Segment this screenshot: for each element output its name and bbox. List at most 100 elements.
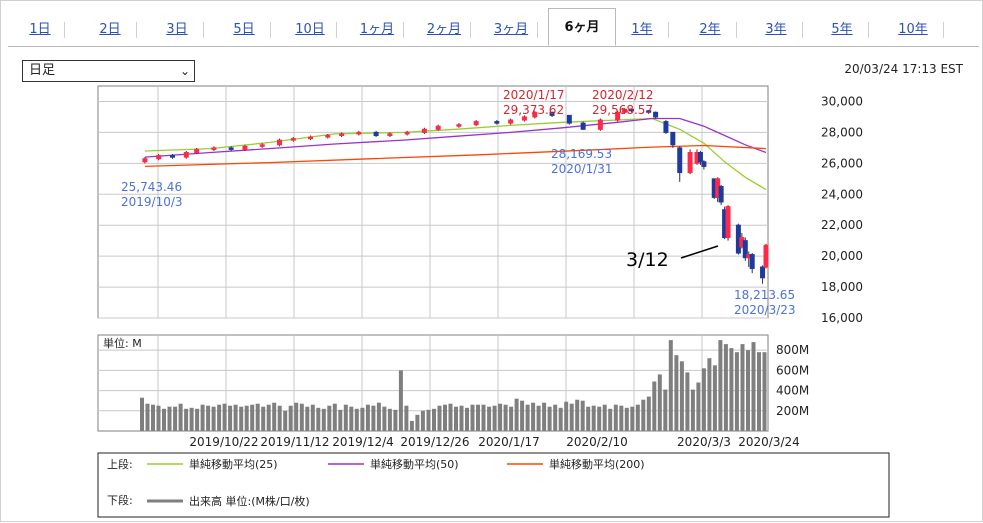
candle-body bbox=[339, 133, 345, 136]
volume-bar bbox=[140, 397, 144, 431]
volume-bar bbox=[178, 403, 183, 431]
volume-bar bbox=[591, 405, 596, 431]
volume-bar bbox=[690, 389, 695, 431]
volume-bar bbox=[707, 358, 712, 431]
candle-body bbox=[308, 136, 314, 140]
tab-2[interactable]: 2日 bbox=[84, 16, 137, 44]
volume-bar bbox=[646, 396, 651, 431]
tab-10[interactable]: 1年 bbox=[616, 16, 669, 44]
candle-body bbox=[739, 237, 745, 248]
tab-7[interactable]: 2ヶ月 bbox=[418, 16, 471, 44]
volume-bar bbox=[189, 407, 194, 431]
volume-bar bbox=[393, 409, 398, 431]
volume-bar bbox=[332, 403, 337, 431]
volume-bar bbox=[575, 399, 580, 431]
volume-bar bbox=[266, 404, 271, 431]
candle-body bbox=[622, 108, 628, 113]
volume-bar bbox=[746, 350, 750, 431]
period-select[interactable]: 日足 ⌄ bbox=[22, 60, 195, 82]
annotation-low-1-date: 2020/1/31 bbox=[551, 162, 613, 176]
volume-bar bbox=[327, 405, 332, 431]
tab-5[interactable]: 10日 bbox=[284, 16, 337, 44]
price-tick-label: 24,000 bbox=[821, 187, 863, 201]
volume-bar bbox=[420, 410, 425, 431]
volume-bar bbox=[762, 352, 767, 431]
volume-bar bbox=[432, 408, 436, 431]
candle-body bbox=[494, 121, 500, 124]
price-plot-area bbox=[97, 85, 769, 319]
candle-body bbox=[701, 161, 707, 167]
candle-body bbox=[456, 124, 462, 127]
volume-bar bbox=[613, 404, 618, 431]
volume-bar bbox=[173, 406, 178, 431]
candle-body bbox=[718, 186, 724, 203]
volume-bar bbox=[652, 381, 657, 431]
volume-bar bbox=[608, 408, 613, 431]
annotation-low-3-value: 18,213.65 bbox=[734, 288, 795, 302]
volume-bar bbox=[586, 406, 591, 431]
volume-bar bbox=[492, 405, 497, 431]
volume-bar bbox=[217, 404, 222, 431]
legend-item-2: 単純移動平均(50) bbox=[370, 457, 459, 471]
legend-volume-item: 出来高 単位:(M株/口/枚) bbox=[189, 494, 310, 508]
tab-9[interactable]: 6ヶ月 bbox=[548, 8, 616, 46]
volume-bar bbox=[349, 406, 354, 431]
candle-body bbox=[508, 119, 514, 124]
volume-bar bbox=[564, 401, 569, 431]
volume-bar bbox=[630, 406, 635, 431]
tab-4[interactable]: 5日 bbox=[218, 16, 271, 44]
volume-bar bbox=[569, 403, 574, 431]
volume-bar bbox=[454, 406, 458, 431]
tab-11[interactable]: 2年 bbox=[684, 16, 737, 44]
volume-bar bbox=[734, 352, 739, 431]
volume-bar bbox=[685, 372, 690, 431]
annotation-high-1-value: 29,373.62 bbox=[503, 103, 564, 117]
volume-bar bbox=[696, 382, 701, 431]
x-tick-label: 2019/12/4 bbox=[332, 435, 394, 449]
tab-3[interactable]: 3日 bbox=[151, 16, 204, 44]
annotation-low-2-date: 2019/10/3 bbox=[121, 195, 183, 209]
candle-body bbox=[404, 131, 410, 135]
volume-bar bbox=[740, 344, 745, 431]
annotation-high-2-value: 29,568.57 bbox=[592, 103, 653, 117]
candle-body bbox=[228, 147, 234, 150]
volume-tick-label: 800M bbox=[776, 343, 809, 357]
volume-bar bbox=[558, 407, 563, 431]
volume-bar bbox=[316, 407, 321, 431]
tab-6[interactable]: 1ヶ月 bbox=[351, 16, 404, 44]
volume-bar bbox=[718, 340, 723, 431]
candle-body bbox=[580, 122, 586, 130]
candle-body bbox=[746, 254, 752, 259]
volume-bar bbox=[448, 403, 453, 431]
volume-bar bbox=[723, 344, 728, 431]
tab-13[interactable]: 5年 bbox=[816, 16, 869, 44]
tab-8[interactable]: 3ヶ月 bbox=[485, 16, 538, 44]
volume-bar bbox=[443, 404, 447, 431]
candle-body bbox=[653, 111, 659, 118]
tab-14[interactable]: 10年 bbox=[883, 16, 944, 44]
candle-body bbox=[735, 224, 741, 254]
candle-body bbox=[325, 134, 331, 138]
volume-bar bbox=[668, 340, 673, 431]
x-tick-label: 2019/11/12 bbox=[260, 435, 329, 449]
volume-bar bbox=[343, 404, 348, 431]
tab-1[interactable]: 1日 bbox=[16, 16, 65, 44]
annotation-low-2-value: 25,743.46 bbox=[121, 180, 182, 194]
volume-bar bbox=[376, 402, 381, 431]
legend-upper-label: 上段: bbox=[107, 457, 133, 471]
volume-bar bbox=[520, 400, 525, 431]
candle-body bbox=[194, 148, 200, 154]
volume-bar bbox=[602, 404, 607, 431]
volume-bar bbox=[338, 409, 343, 431]
candle-body bbox=[694, 152, 700, 164]
price-tick-label: 20,000 bbox=[821, 249, 863, 263]
price-tick-label: 22,000 bbox=[821, 218, 863, 232]
candle-body bbox=[421, 128, 427, 133]
price-tick-label: 18,000 bbox=[821, 280, 863, 294]
candle-body bbox=[646, 110, 652, 113]
volume-bar bbox=[757, 352, 761, 431]
candle-body bbox=[697, 152, 703, 163]
tab-12[interactable]: 3年 bbox=[750, 16, 803, 44]
price-tick-label: 16,000 bbox=[821, 311, 863, 325]
